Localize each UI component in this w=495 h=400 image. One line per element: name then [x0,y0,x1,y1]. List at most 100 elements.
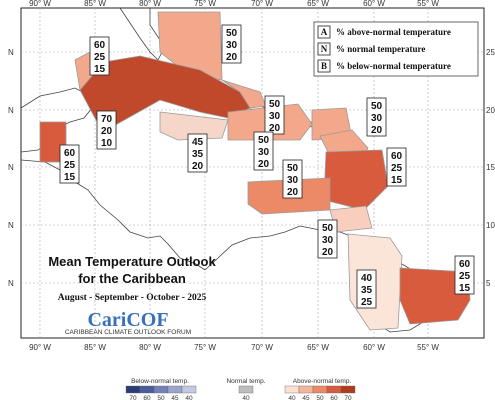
colorbar-above-tick: 70 [344,395,352,400]
prob-value-normal: 30 [226,40,238,51]
lat-label-15: 15 [486,163,495,172]
prob-value-below: 10 [101,138,113,149]
prob-value-normal: 30 [269,111,281,122]
colorbar-normal-tick: 40 [242,395,250,400]
lon-top-65: 65° W [307,0,329,8]
prob-value-normal: 35 [361,285,373,296]
prob-value-above: 50 [258,135,270,146]
lon-top-55: 55° W [417,0,439,8]
probability-boxes: 5030206025157020106025154535205030205030… [59,24,475,309]
lon-bottom-80: 80° W [139,343,161,352]
colorbar-above-swatch [326,385,342,394]
prob-value-below: 20 [322,247,334,258]
prob-value-below: 20 [371,125,383,136]
prob-value-above: 50 [287,163,299,174]
prob-value-above: 50 [371,101,383,112]
probability-key: A % above-normal temperature N % normal … [313,21,479,77]
map-period: August - September - October - 2025 [58,293,207,303]
prob-box-frame [187,133,208,173]
colorbar-below-swatch [153,385,169,394]
lat-label-5: 5 [486,279,491,288]
prob-value-normal: 25 [64,160,76,171]
lon-bottom-85: 85° W [84,343,106,352]
lon-labels-bottom: 90° W 85° W 80° W 75° W 70° W 65° W 60° … [29,343,439,352]
colorbar-below-swatch [125,385,141,394]
prob-box-frame [317,219,338,259]
map-title-line1: Mean Temperature Outlook [48,254,216,269]
prob-value-below: 20 [192,161,204,172]
colorbar-above-swatch [340,385,356,394]
lat-label-10: 10 [486,221,495,230]
colorbar-above-swatch [298,385,314,394]
prob-value-normal: 30 [287,175,299,186]
prob-value-below: 20 [226,52,238,63]
prob-value-above: 50 [226,28,238,39]
prob-box-frame [386,147,407,187]
lon-top-60: 60° W [363,0,385,8]
prob-value-above: 50 [269,99,281,110]
lon-bottom-70: 70° W [251,343,273,352]
lon-bottom-60: 60° W [363,343,385,352]
logo-subtitle: CARIBBEAN CLIMATE OUTLOOK FORUM [65,329,191,336]
colorbar-below-swatch [167,385,183,394]
prob-value-normal: 20 [101,126,113,137]
colorbar-above-swatch [312,385,328,394]
colorbar-below-tick: 50 [157,395,165,400]
prob-value-normal: 30 [322,235,334,246]
lat-label-25: 25 [486,48,495,57]
lon-top-80: 80° W [139,0,161,8]
prob-value-normal: 25 [459,271,471,282]
prob-value-above: 40 [361,273,373,284]
lon-top-70: 70° W [251,0,273,8]
prob-value-above: 60 [459,259,471,270]
prob-value-above: 50 [322,223,334,234]
key-text-b: % below-normal temperature [336,61,451,71]
colorbar-normal-swatch [238,385,254,394]
lat-labels-right: 25 20 15 10 5 [486,48,495,288]
prob-box-frame [356,269,377,309]
key-letter-box-a [317,25,331,39]
lon-top-75: 75° W [194,0,216,8]
prob-value-below: 15 [64,172,76,183]
prob-value-above: 45 [192,137,204,148]
prob-box-frame [221,24,242,64]
colorbar-above-tick: 60 [330,395,338,400]
prob-value-below: 25 [361,297,373,308]
colorbar-above-swatch [284,385,300,394]
colorbar-below-swatch [181,385,197,394]
key-letter-a: A [321,27,328,37]
lat-left-5: N [8,279,14,288]
lat-left-2: N [8,106,14,115]
colorbar-below-tick: 45 [171,395,179,400]
lat-label-20: 20 [486,106,495,115]
prob-value-below: 20 [258,159,270,170]
prob-value-below: 15 [391,175,403,186]
prob-box-frame [253,131,274,171]
key-text-a: % above-normal temperature [336,27,451,37]
prob-value-above: 60 [391,151,403,162]
prob-value-normal: 25 [94,52,106,63]
prob-value-below: 15 [94,64,106,75]
lat-left-4: N [8,221,14,230]
prob-value-below: 20 [269,123,281,134]
colorbar-normal-label: Normal temp. [226,378,265,385]
logo-text: CariCOF [87,309,168,331]
prob-value-below: 20 [287,187,299,198]
prob-box-frame [264,95,285,135]
key-background [313,21,479,77]
lat-left-3: N [8,163,14,172]
lon-top-85: 85° W [84,0,106,8]
prob-value-normal: 30 [258,147,270,158]
key-text-n: % normal temperature [336,44,425,54]
colorbar-below-label: Below-normal temp. [131,378,189,385]
